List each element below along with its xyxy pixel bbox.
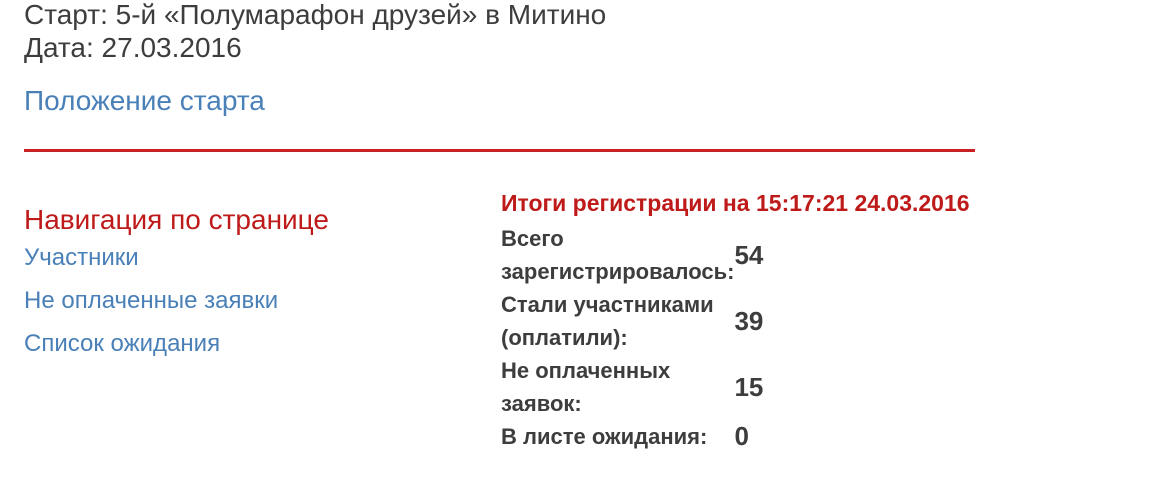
nav-link-1[interactable]: Участники <box>24 244 139 271</box>
event-date: Дата: 27.03.2016 <box>24 32 242 63</box>
nav-link-3[interactable]: Список ожидания <box>24 330 221 357</box>
registration-results: Итоги регистрации на 15:17:21 24.03.2016… <box>501 190 981 453</box>
event-title-block: Старт: 5-й «Полумарафон друзей» в Митино… <box>24 0 606 64</box>
result-label: Всего зарегистрировалось: <box>501 226 735 284</box>
red-divider <box>24 149 975 152</box>
results-row: Не оплаченных заявок: 15 <box>501 354 763 420</box>
event-title: Старт: 5-й «Полумарафон друзей» в Митино <box>24 0 607 30</box>
result-label: В листе ожидания: <box>501 424 708 449</box>
registration-results-heading: Итоги регистрации на 15:17:21 24.03.2016 <box>501 190 970 216</box>
result-label: Не оплаченных заявок: <box>501 358 671 416</box>
result-label: Стали участниками (оплатили): <box>501 292 714 350</box>
result-value: 39 <box>734 305 764 336</box>
nav-link-2[interactable]: Не оплаченные заявки <box>24 287 279 314</box>
results-table: Всего зарегистрировалось: 54 Стали участни… <box>501 222 763 453</box>
results-row: Всего зарегистрировалось: 54 <box>501 222 763 288</box>
result-value: 0 <box>734 421 749 451</box>
result-value: 15 <box>734 371 764 402</box>
result-value: 54 <box>734 239 764 270</box>
results-row: Стали участниками (оплатили): 39 <box>501 288 763 354</box>
regulations-link[interactable]: Положение старта <box>24 85 265 116</box>
results-row: В листе ожидания: 0 <box>501 420 763 453</box>
results-table-body: Всего зарегистрировалось: 54 Стали участни… <box>501 222 763 453</box>
nav-links: Участники Не оплаченные заявки Список ожид… <box>24 236 278 365</box>
page-navigation-heading: Навигация по странице <box>24 204 329 235</box>
